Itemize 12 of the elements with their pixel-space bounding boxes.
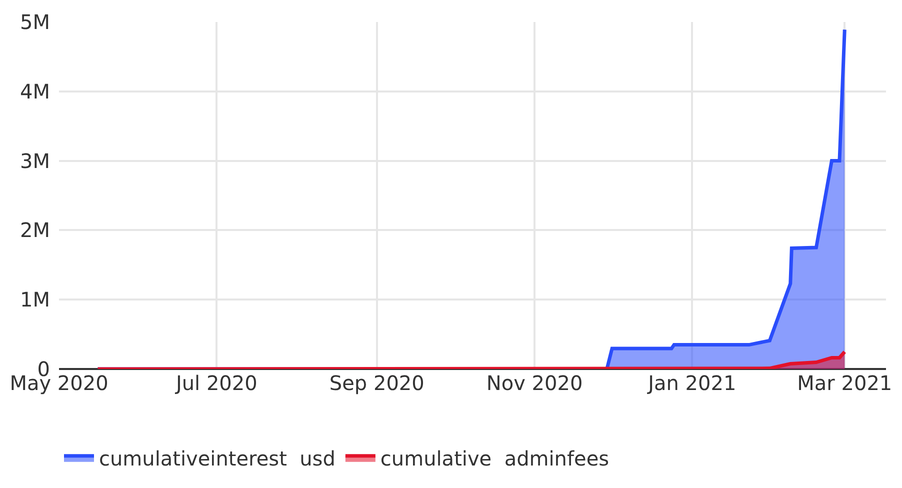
y-tick-label: 3M (20, 148, 50, 173)
x-tick-label: Jan 2021 (646, 371, 736, 395)
legend-label: cumulativeinterest usd (99, 446, 336, 471)
y-tick-label: 4M (20, 79, 50, 104)
y-tick-label: 2M (20, 218, 50, 242)
x-tick-label: Mar 2021 (797, 371, 892, 395)
x-tick-label: Jul 2020 (174, 371, 258, 395)
x-tick-label: Nov 2020 (486, 371, 583, 395)
legend-label: cumulative adminfees (380, 446, 610, 471)
x-tick-label: Sep 2020 (329, 371, 424, 395)
y-tick-label: 1M (20, 288, 50, 312)
y-tick-label: 5M (20, 10, 50, 34)
